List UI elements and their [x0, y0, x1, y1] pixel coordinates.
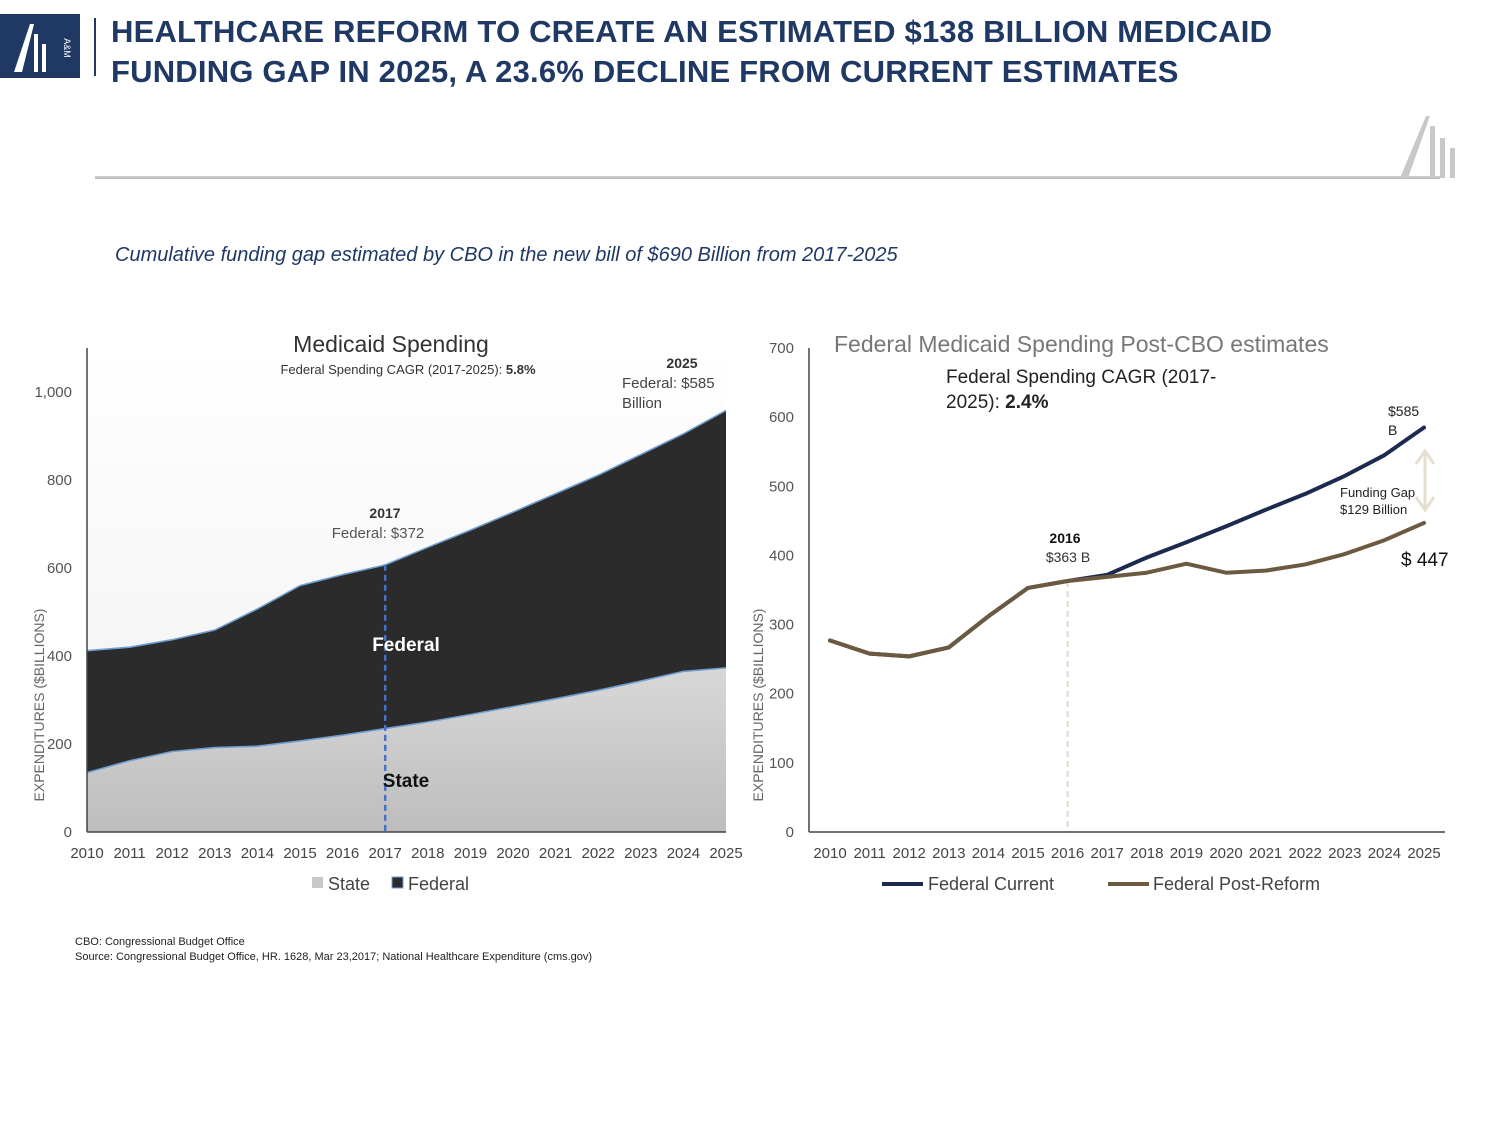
left-x-tick-label: 2020 — [496, 845, 529, 862]
left-x-tick-label: 2011 — [113, 845, 145, 862]
am-logo: A&M — [0, 14, 80, 78]
right-x-tick-label: 2017 — [1091, 845, 1124, 862]
funding-gap-arrow-icon — [1414, 448, 1436, 513]
right-x-tick-label: 2016 — [1051, 845, 1084, 862]
left-annotation-2017-year: 2017 — [369, 505, 400, 521]
left-y-axis-title: EXPENDITURES ($BILLIONS) — [31, 609, 47, 802]
right-y-tick-label: 0 — [786, 824, 794, 841]
legend-swatch-state — [312, 877, 323, 888]
page-title: HEALTHCARE REFORM TO CREATE AN ESTIMATED… — [111, 12, 1471, 92]
right-cagr-line-2: 2025): 2.4% — [946, 392, 1049, 413]
left-cagr-text: Federal Spending CAGR (2017-2025): 5.8% — [280, 362, 536, 377]
right-y-tick-label: 200 — [769, 686, 794, 703]
left-annotation-2017-value: Federal: $372 — [332, 525, 425, 542]
left-cagr-label: Federal Spending CAGR (2017-2025): — [280, 362, 505, 377]
left-x-tick-label: 2016 — [326, 845, 359, 862]
left-y-tick-label: 400 — [47, 648, 72, 665]
page-title-line-2: FUNDING GAP IN 2025, A 23.6% DECLINE FRO… — [111, 54, 1179, 89]
legend-label-state: State — [328, 874, 370, 894]
legend-label-federal: Federal — [408, 874, 469, 894]
right-annotation-447-value: $ 447 — [1401, 550, 1449, 571]
left-x-tick-label: 2014 — [241, 845, 274, 862]
right-x-tick-label: 2025 — [1407, 845, 1440, 862]
right-x-tick-label: 2019 — [1170, 845, 1203, 862]
right-y-tick-label: 700 — [769, 340, 794, 357]
right-annotation-2016-year: 2016 — [1049, 530, 1080, 546]
left-y-tick-label: 800 — [47, 472, 72, 489]
right-y-axis-title: EXPENDITURES ($BILLIONS) — [750, 609, 766, 802]
right-y-tick-label: 300 — [769, 617, 794, 634]
funding-gap-value: $129 Billion — [1340, 502, 1407, 517]
left-legend: State Federal — [312, 874, 469, 894]
left-x-tick-label: 2024 — [667, 845, 700, 862]
right-x-tick-label: 2020 — [1209, 845, 1242, 862]
federal-area — [87, 410, 726, 773]
footnote-source: Source: Congressional Budget Office, HR.… — [75, 951, 593, 963]
left-cagr-value: 5.8% — [506, 362, 536, 377]
page-title-line-1: HEALTHCARE REFORM TO CREATE AN ESTIMATED… — [111, 14, 1273, 49]
header-rule — [95, 176, 1440, 179]
left-x-tick-label: 2013 — [198, 845, 231, 862]
right-cagr-label: 2025): — [946, 392, 1005, 413]
footnote-cbo: CBO: Congressional Budget Office — [75, 936, 245, 948]
right-legend: Federal Current Federal Post-Reform — [882, 874, 1320, 894]
federal-area-label: Federal — [372, 635, 440, 656]
right-chart-title: Federal Medicaid Spending Post-CBO estim… — [834, 331, 1329, 357]
left-x-tick-label: 2022 — [582, 845, 615, 862]
right-cagr-value: 2.4% — [1005, 392, 1048, 413]
right-y-tick-label: 100 — [769, 755, 794, 772]
right-x-tick-label: 2018 — [1130, 845, 1163, 862]
right-annotation-585-value: $585 — [1388, 403, 1419, 419]
federal-post-reform-line — [828, 520, 1426, 659]
federal-area-edge — [86, 409, 727, 652]
right-y-tick-label: 500 — [769, 478, 794, 495]
logo-divider — [94, 18, 96, 76]
left-y-tick-label: 200 — [47, 736, 72, 753]
legend-label-federal-post-reform: Federal Post-Reform — [1153, 874, 1320, 894]
left-y-tick-label: 0 — [64, 824, 72, 841]
right-x-tick-label: 2010 — [813, 845, 846, 862]
chart-subtitle: Cumulative funding gap estimated by CBO … — [115, 244, 898, 266]
state-area-edge — [86, 667, 727, 774]
left-x-tick-label: 2025 — [709, 845, 742, 862]
left-x-tick-label: 2015 — [283, 845, 316, 862]
federal-medicaid-post-cbo-chart: 0 100 200 300 400 500 600 700 2010 2011 2012 2013 20… — [750, 331, 1449, 894]
right-x-tick-label: 2024 — [1368, 845, 1401, 862]
left-annotation-2025-year: 2025 — [666, 355, 697, 371]
left-annotation-2025-unit: Billion — [622, 395, 662, 412]
state-area — [87, 667, 726, 832]
right-x-tick-label: 2012 — [893, 845, 926, 862]
right-x-tick-label: 2014 — [972, 845, 1005, 862]
right-annotation-585-unit: B — [1388, 422, 1397, 438]
right-y-tick-label: 600 — [769, 409, 794, 426]
left-x-tick-label: 2017 — [369, 845, 402, 862]
left-x-tick-label: 2018 — [411, 845, 444, 862]
funding-gap-label: Funding Gap — [1340, 485, 1415, 500]
right-x-tick-label: 2015 — [1011, 845, 1044, 862]
left-x-tick-label: 2021 — [539, 845, 572, 862]
left-x-tick-label: 2019 — [454, 845, 487, 862]
left-y-tick-label: 1,000 — [34, 384, 72, 401]
right-x-tick-label: 2022 — [1289, 845, 1322, 862]
right-x-tick-label: 2011 — [853, 845, 885, 862]
medicaid-spending-chart: 0 200 400 600 800 1,000 2010 2011 2012 2013 2014 20… — [31, 331, 743, 894]
right-x-tick-label: 2021 — [1249, 845, 1282, 862]
state-area-label: State — [383, 771, 429, 792]
right-cagr-line-1: Federal Spending CAGR (2017- — [946, 367, 1216, 388]
left-x-tick-label: 2023 — [624, 845, 657, 862]
legend-swatch-federal — [391, 876, 404, 889]
right-x-tick-label: 2013 — [932, 845, 965, 862]
left-annotation-2025-value: Federal: $585 — [622, 375, 715, 392]
left-x-tick-label: 2012 — [156, 845, 189, 862]
legend-label-federal-current: Federal Current — [928, 874, 1054, 894]
corner-logo-mark — [1400, 112, 1460, 182]
right-x-tick-label: 2023 — [1328, 845, 1361, 862]
logo-lettering: A&M — [62, 38, 72, 58]
right-y-tick-label: 400 — [769, 547, 794, 564]
left-chart-title: Medicaid Spending — [293, 331, 489, 357]
left-y-tick-label: 600 — [47, 560, 72, 577]
right-annotation-2016-value: $363 B — [1046, 549, 1090, 565]
left-x-tick-label: 2010 — [70, 845, 103, 862]
federal-current-line — [828, 425, 1426, 659]
